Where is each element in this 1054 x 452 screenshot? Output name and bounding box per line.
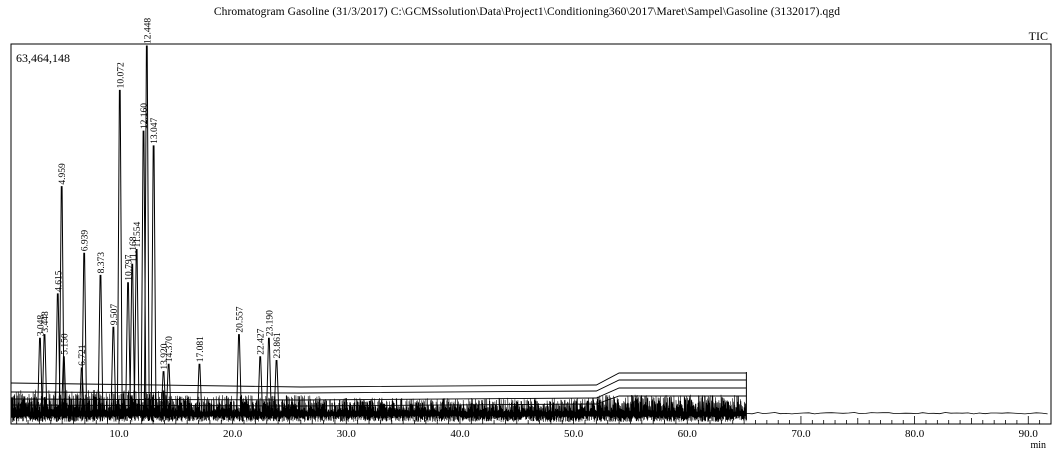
baseline-band-1 [10,379,747,394]
peak-label-15: 13.047 [150,118,160,144]
y-max-label: 63,464,148 [16,51,70,65]
peak-22 [273,360,280,417]
peak-14 [143,45,150,417]
x-tick-label-20.0: 20.0 [223,428,243,440]
peak-16 [160,371,167,417]
peak-1 [41,334,48,417]
peak-18 [196,363,203,417]
peak-label-3: 4.959 [58,163,68,185]
peak-6 [81,252,88,417]
x-tick-label-90.0: 90.0 [1019,428,1039,440]
peak-label-22: 23.861 [273,332,283,358]
peak-15 [150,145,157,417]
peak-label-13: 12.160 [140,103,150,129]
x-axis-tick-labels: 10.0 20.0 30.0 40.0 50.0 60.0 70.0 80.0 90.0 [109,428,1038,440]
peak-3 [58,186,65,417]
peak-label-9: 10.072 [116,62,126,88]
x-tick-label-30.0: 30.0 [337,428,357,440]
baseline-band-3 [10,395,747,407]
peak-5 [78,367,85,417]
peak-4 [60,356,67,417]
peak-label-1: 3.448 [41,311,51,333]
peak-label-20: 22.427 [257,328,267,354]
x-axis-label: min [1030,440,1046,451]
peak-label-17: 14.370 [165,336,175,362]
peak-17 [165,363,172,417]
baseline-band-0 [10,372,747,388]
peak-label-7: 8.373 [97,252,107,274]
peak-21 [265,337,272,417]
peak-7 [97,274,104,417]
peak-9 [116,89,123,417]
peak-label-2: 4.615 [54,270,64,292]
x-tick-label-10.0: 10.0 [109,428,129,440]
peak-20 [257,356,264,417]
x-axis-ticks [16,416,1041,424]
plot-frame [10,43,1052,425]
peak-label-4: 5.150 [60,333,70,355]
peak-label-21: 23.190 [265,310,275,336]
x-tick-label-80.0: 80.0 [905,428,925,440]
peak-label-14: 12.448 [143,18,153,44]
peak-19 [236,334,242,417]
peak-label-16: 13.920 [160,343,170,369]
x-tick-label-40.0: 40.0 [450,428,470,440]
peak-12 [133,249,140,417]
peak-label-5: 6.721 [78,344,88,366]
x-tick-label-60.0: 60.0 [678,428,698,440]
baseline-band-2 [10,387,747,401]
x-tick-label-70.0: 70.0 [791,428,811,440]
x-tick-label-50.0: 50.0 [564,428,584,440]
peak-label-18: 17.081 [196,336,206,362]
peaks [37,45,280,417]
peak-label-11: 11.168 [129,236,139,262]
baseline-noise [10,372,1048,423]
chart-title: Chromatogram Gasoline (31/3/2017) C:\GCM… [213,6,841,18]
peak-10 [125,282,131,417]
peak-label-10: 10.797 [125,254,135,280]
baseline-noise-trace [11,389,747,423]
peak-label-6: 6.939 [81,230,91,252]
baseline-tail [746,412,1048,415]
peak-label-0: 3.048 [36,315,46,337]
peak-label-19: 20.557 [235,306,245,332]
peak-label-8: 9.507 [110,304,120,326]
peak-label-12: 11.554 [133,221,143,247]
peak-0 [37,337,43,417]
peak-8 [110,326,117,417]
series-label: TIC [1029,29,1048,43]
peak-11 [129,263,136,417]
peak-2 [54,293,61,417]
